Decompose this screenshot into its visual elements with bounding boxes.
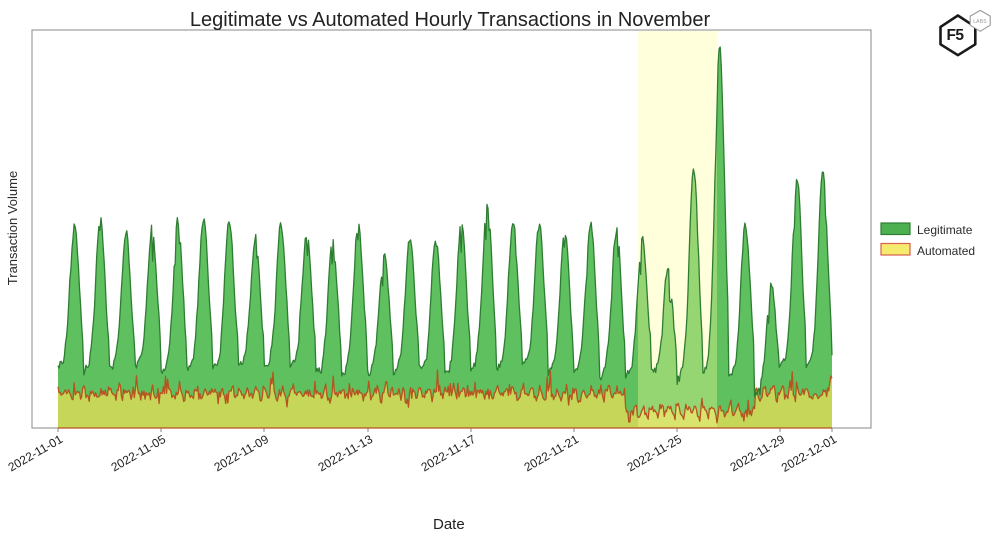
svg-text:LABS: LABS (973, 19, 987, 25)
svg-text:F5: F5 (946, 27, 964, 44)
